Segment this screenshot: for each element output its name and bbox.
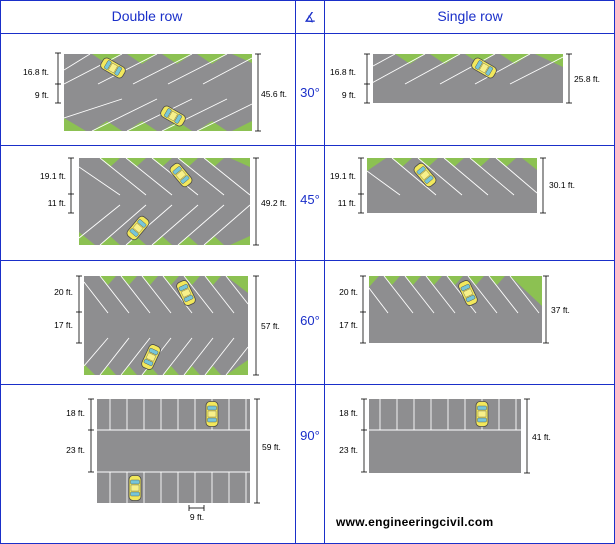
dim-curb-60-double: 17 ft. [54,320,73,330]
lot-60-double: 20 ft. 17 ft. 57 ft. [54,275,280,376]
lot-30-double: 16.8 ft. 9 ft. 45.6 ft. [23,52,287,132]
dim-curb-60-single: 17 ft. [339,320,358,330]
lot-90-single: 18 ft. 23 ft. 41 ft. [339,398,551,474]
dim-total-45-double: 49.2 ft. [261,198,287,208]
header-double-row: Double row [112,8,184,24]
lot-90-double: 18 ft. 23 ft. 59 ft. 9 ft. [66,398,281,522]
lot-60-single: 20 ft. 17 ft. 37 ft. [339,275,570,344]
header-single-row: Single row [437,8,503,24]
dim-total-60-double: 57 ft. [261,321,280,331]
lot-30-single: 16.8 ft. 9 ft. 25.8 ft. [330,53,600,104]
dim-curb-90-single: 23 ft. [339,445,358,455]
dim-total-30-double: 45.6 ft. [261,89,287,99]
dim-curb-45-single: 11 ft. [338,198,356,208]
dim-stall-60-double: 20 ft. [54,287,73,297]
angle-label-60: 60° [300,313,320,328]
dim-total-45-single: 30.1 ft. [549,180,575,190]
header-angle-icon: ∡ [304,9,317,25]
dim-stall-30-double: 16.8 ft. [23,67,49,77]
dim-total-90-single: 41 ft. [532,432,551,442]
angle-label-90: 90° [300,428,320,443]
dim-curb-30-single: 9 ft. [342,90,356,100]
lot-45-double: 19.1 ft. 11 ft. 49.2 ft. [40,157,287,246]
dim-stall-60-single: 20 ft. [339,287,358,297]
dim-stall-30-single: 16.8 ft. [330,67,356,77]
dim-curb-90-double: 23 ft. [66,445,85,455]
dim-stall-45-single: 19.1 ft. [330,171,356,181]
dim-total-60-single: 37 ft. [551,305,570,315]
dim-stall-90-double: 18 ft. [66,408,85,418]
dim-total-30-single: 25.8 ft. [574,74,600,84]
dim-curb-45-double: 11 ft. [48,198,66,208]
dim-stall-90-single: 18 ft. [339,408,358,418]
lot-45-single: 19.1 ft. 11 ft. 30.1 ft. [330,157,575,214]
dim-curb-30-double: 9 ft. [35,90,49,100]
angle-label-45: 45° [300,192,320,207]
dim-width-90-double: 9 ft. [190,512,204,522]
dim-total-90-double: 59 ft. [262,442,281,452]
website-url: www.engineeringcivil.com [335,515,493,529]
dim-stall-45-double: 19.1 ft. [40,171,66,181]
angle-label-30: 30° [300,85,320,100]
